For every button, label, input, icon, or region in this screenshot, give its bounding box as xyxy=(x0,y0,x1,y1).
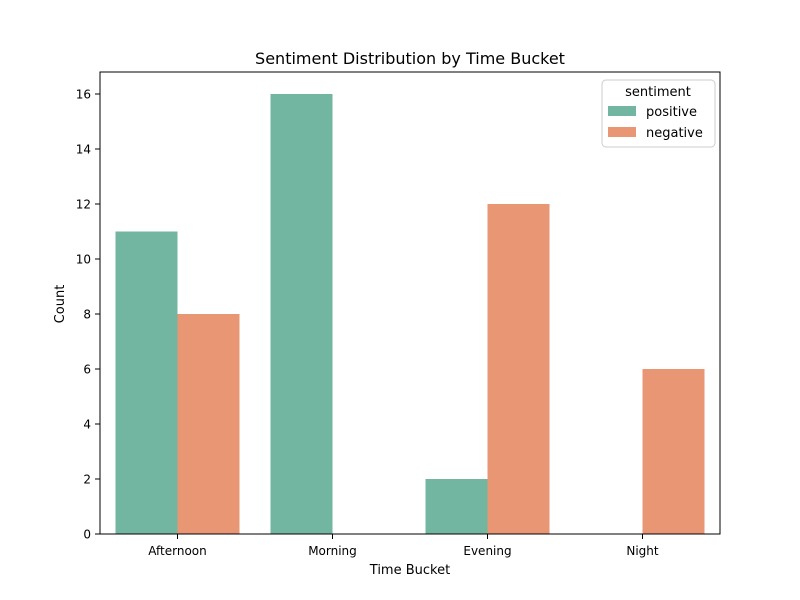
legend-swatch-positive xyxy=(608,106,636,116)
y-tick-label: 16 xyxy=(76,88,91,102)
bar-positive-evening xyxy=(425,479,488,534)
x-tick-label: Evening xyxy=(463,544,511,558)
bar-positive-afternoon xyxy=(115,231,178,534)
y-tick-label: 10 xyxy=(76,253,91,267)
legend-title: sentiment xyxy=(625,85,691,100)
bar-negative-night xyxy=(642,369,705,534)
bar-negative-afternoon xyxy=(177,314,240,534)
legend-swatch-negative xyxy=(608,127,636,137)
x-tick-label: Afternoon xyxy=(148,544,207,558)
legend-label-positive: positive xyxy=(646,105,697,120)
y-tick-label: 8 xyxy=(83,308,91,322)
y-tick-label: 2 xyxy=(83,473,91,487)
legend: sentiment positive negative xyxy=(601,79,716,148)
plot-area: 0 2 4 6 8 10 12 14 16 Afternoon Morning Evening Nigh… xyxy=(76,71,721,558)
y-tick-label: 12 xyxy=(76,198,91,212)
y-tick-label: 4 xyxy=(83,418,91,432)
y-axis-label: Count xyxy=(53,285,68,324)
x-axis-label: Time Bucket xyxy=(369,563,450,578)
legend-label-negative: negative xyxy=(646,126,703,141)
x-tick-label: Night xyxy=(626,544,659,558)
axes-frame xyxy=(99,71,721,535)
y-tick-label: 14 xyxy=(76,143,91,157)
x-tick-label: Morning xyxy=(308,544,357,558)
bar-positive-morning xyxy=(270,94,333,534)
bar-negative-evening xyxy=(487,204,550,534)
chart-title: Sentiment Distribution by Time Bucket xyxy=(255,49,565,68)
y-tick-label: 6 xyxy=(83,363,91,377)
y-tick-label: 0 xyxy=(83,528,91,542)
